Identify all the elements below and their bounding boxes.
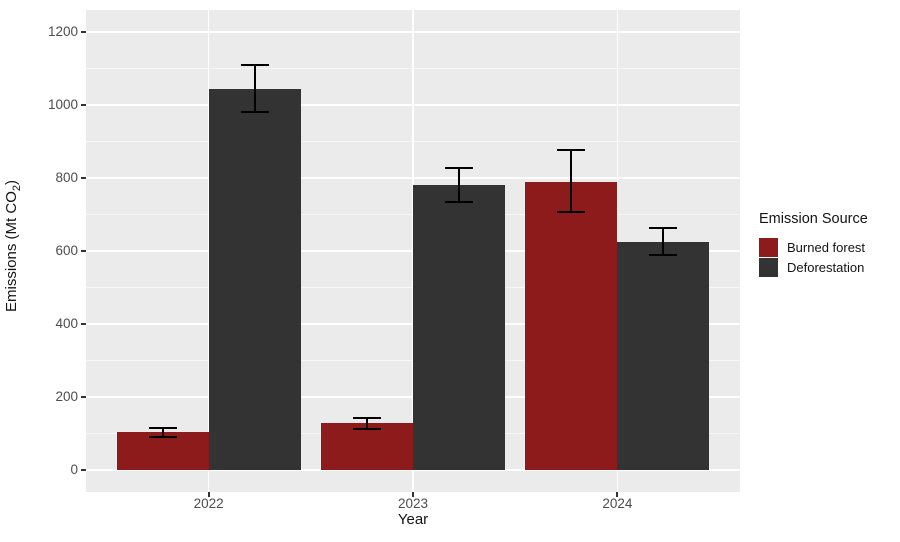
legend-item-deforestation: Deforestation [759,258,899,277]
y-tick-label: 1000 [47,96,78,112]
error-bar-burned-forest-2023-cap-top [353,417,382,420]
error-bar-burned-forest-2024-cap-bottom [557,210,586,213]
x-axis-tick [412,492,414,497]
y-tick-label: 800 [55,169,78,185]
x-tick-label: 2022 [193,496,224,511]
y-tick-label: 0 [70,462,78,478]
y-tick-label: 400 [55,316,78,332]
legend: Emission Source Burned forest Deforestat… [759,211,899,278]
plot-panel [86,10,740,492]
error-bar-burned-forest-2023-cap-bottom [353,427,382,430]
bar-deforestation-2022 [208,88,301,471]
error-bar-burned-forest-2022-cap-top [148,427,177,430]
y-axis-tick [81,469,86,472]
bar-burned-forest-2022 [116,432,209,471]
error-bar-burned-forest-2022-cap-bottom [148,436,177,439]
y-axis-tick [81,103,86,106]
y-tick-label: 1200 [47,23,78,39]
x-tick-label: 2024 [602,496,633,511]
y-axis-tick [81,30,86,33]
y-axis-tick [81,396,86,399]
error-bar-deforestation-2023-cap-top [444,166,473,169]
y-axis-tick [81,250,86,252]
error-bar-burned-forest-2024-cap-top [557,148,586,151]
error-bar-deforestation-2022-stem [253,64,256,113]
y-axis-title-text: Emissions (Mt CO2) [3,180,23,312]
error-bar-deforestation-2024-stem [662,227,665,255]
bar-deforestation-2023 [413,185,505,471]
error-bar-deforestation-2024-cap-top [649,226,678,229]
bar-burned-forest-2023 [321,422,413,471]
legend-label-burned-forest: Burned forest [787,240,866,255]
x-axis-title: Year [397,511,429,528]
legend-title: Emission Source [759,211,868,227]
error-bar-deforestation-2023-cap-bottom [444,200,473,203]
error-bar-deforestation-2023-stem [457,167,460,202]
x-tick-label: 2023 [397,496,429,511]
y-tick-label: 600 [55,243,78,258]
legend-item-burned-forest: Burned forest [759,238,899,257]
y-tick-label: 200 [55,389,78,405]
error-bar-deforestation-2024-cap-bottom [649,253,678,256]
y-axis-tick [81,176,86,179]
error-bar-burned-forest-2022-stem [161,428,164,438]
y-axis-title: Emissions (Mt CO2) [2,0,24,492]
error-bar-burned-forest-2023-stem [366,418,369,429]
legend-label-deforestation: Deforestation [787,260,865,275]
error-bar-deforestation-2022-cap-top [240,63,269,66]
x-axis-tick [616,492,619,497]
x-axis-tick [207,492,210,497]
y-axis-tick [81,323,86,326]
bar-deforestation-2024 [617,241,710,471]
bar-burned-forest-2024 [525,181,618,471]
legend-swatch-burned-forest [759,238,778,257]
error-bar-burned-forest-2024-stem [570,149,573,212]
legend-swatch-deforestation [759,258,778,277]
error-bar-deforestation-2022-cap-bottom [240,111,269,114]
